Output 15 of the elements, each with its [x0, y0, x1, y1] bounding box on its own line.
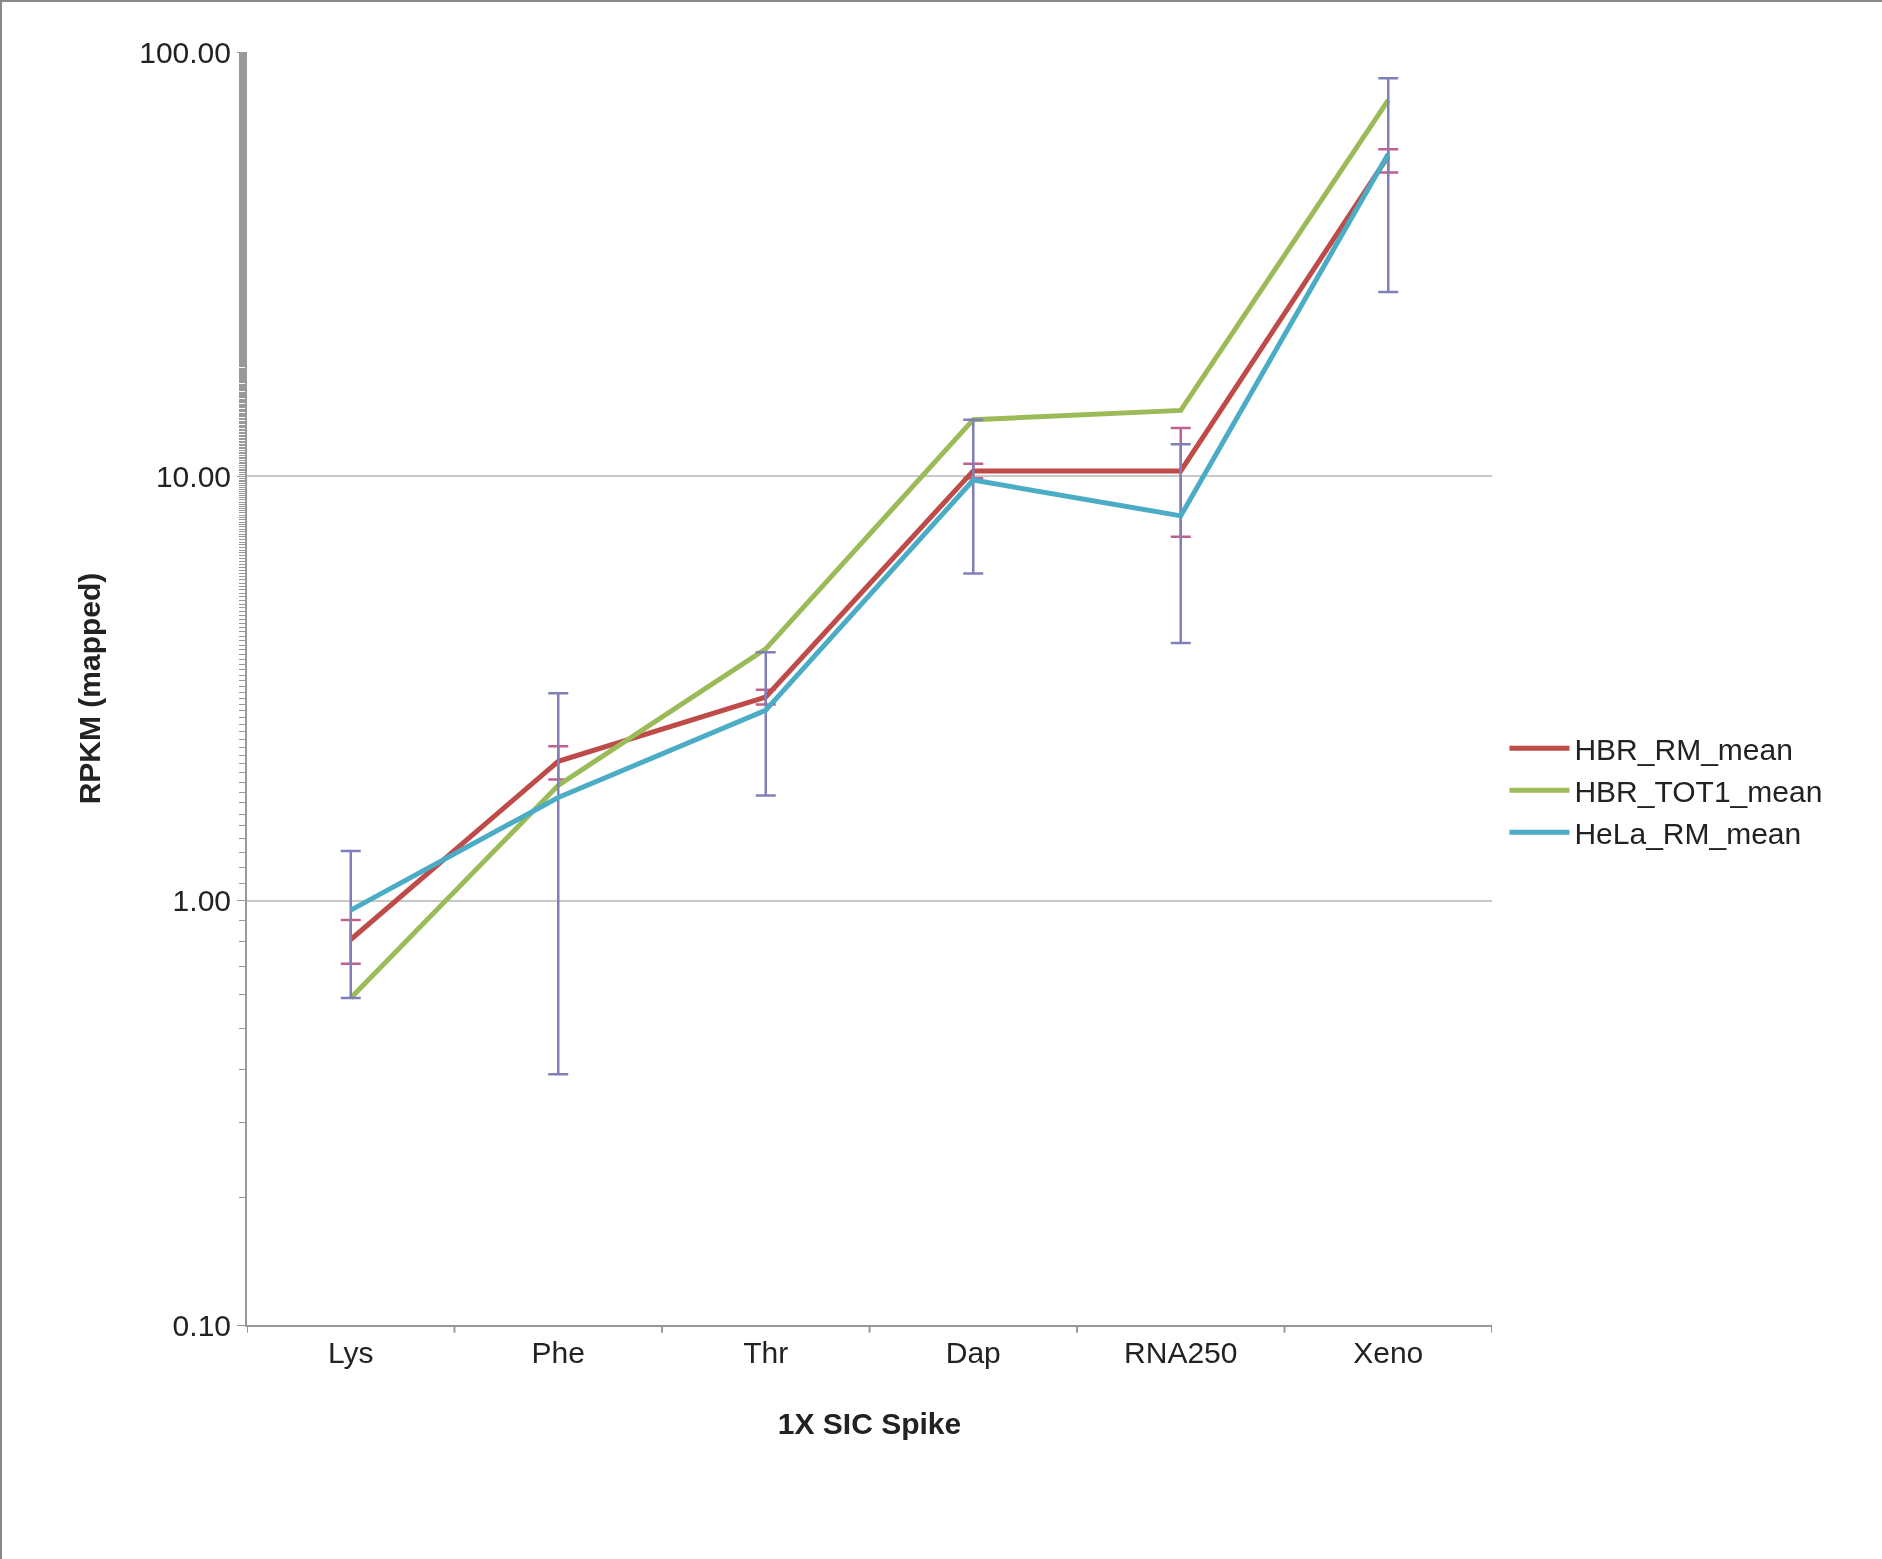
- x-tick-label: Lys: [327, 1336, 374, 1369]
- x-tick-label: Thr: [743, 1336, 789, 1369]
- y-axis-title: RPKM (mapped): [72, 572, 106, 805]
- legend-label: HBR_TOT1_mean: [1574, 775, 1823, 809]
- x-tick-label: Phe: [531, 1336, 585, 1369]
- x-tick-label: RNA250: [1124, 1336, 1238, 1369]
- y-tick-label: 1.00: [172, 884, 231, 918]
- x-tick-label: Dap: [945, 1336, 1001, 1369]
- y-tick-label: 100.00: [139, 35, 231, 69]
- y-tick-label: 10.00: [155, 459, 231, 493]
- y-tick-label: 0.10: [172, 1308, 231, 1342]
- x-tick-label: Xeno: [1353, 1336, 1424, 1369]
- legend-label: HeLa_RM_mean: [1574, 817, 1802, 851]
- x-axis-title: 1X SIC Spike: [777, 1407, 962, 1440]
- legend-label: HBR_RM_mean: [1574, 733, 1793, 767]
